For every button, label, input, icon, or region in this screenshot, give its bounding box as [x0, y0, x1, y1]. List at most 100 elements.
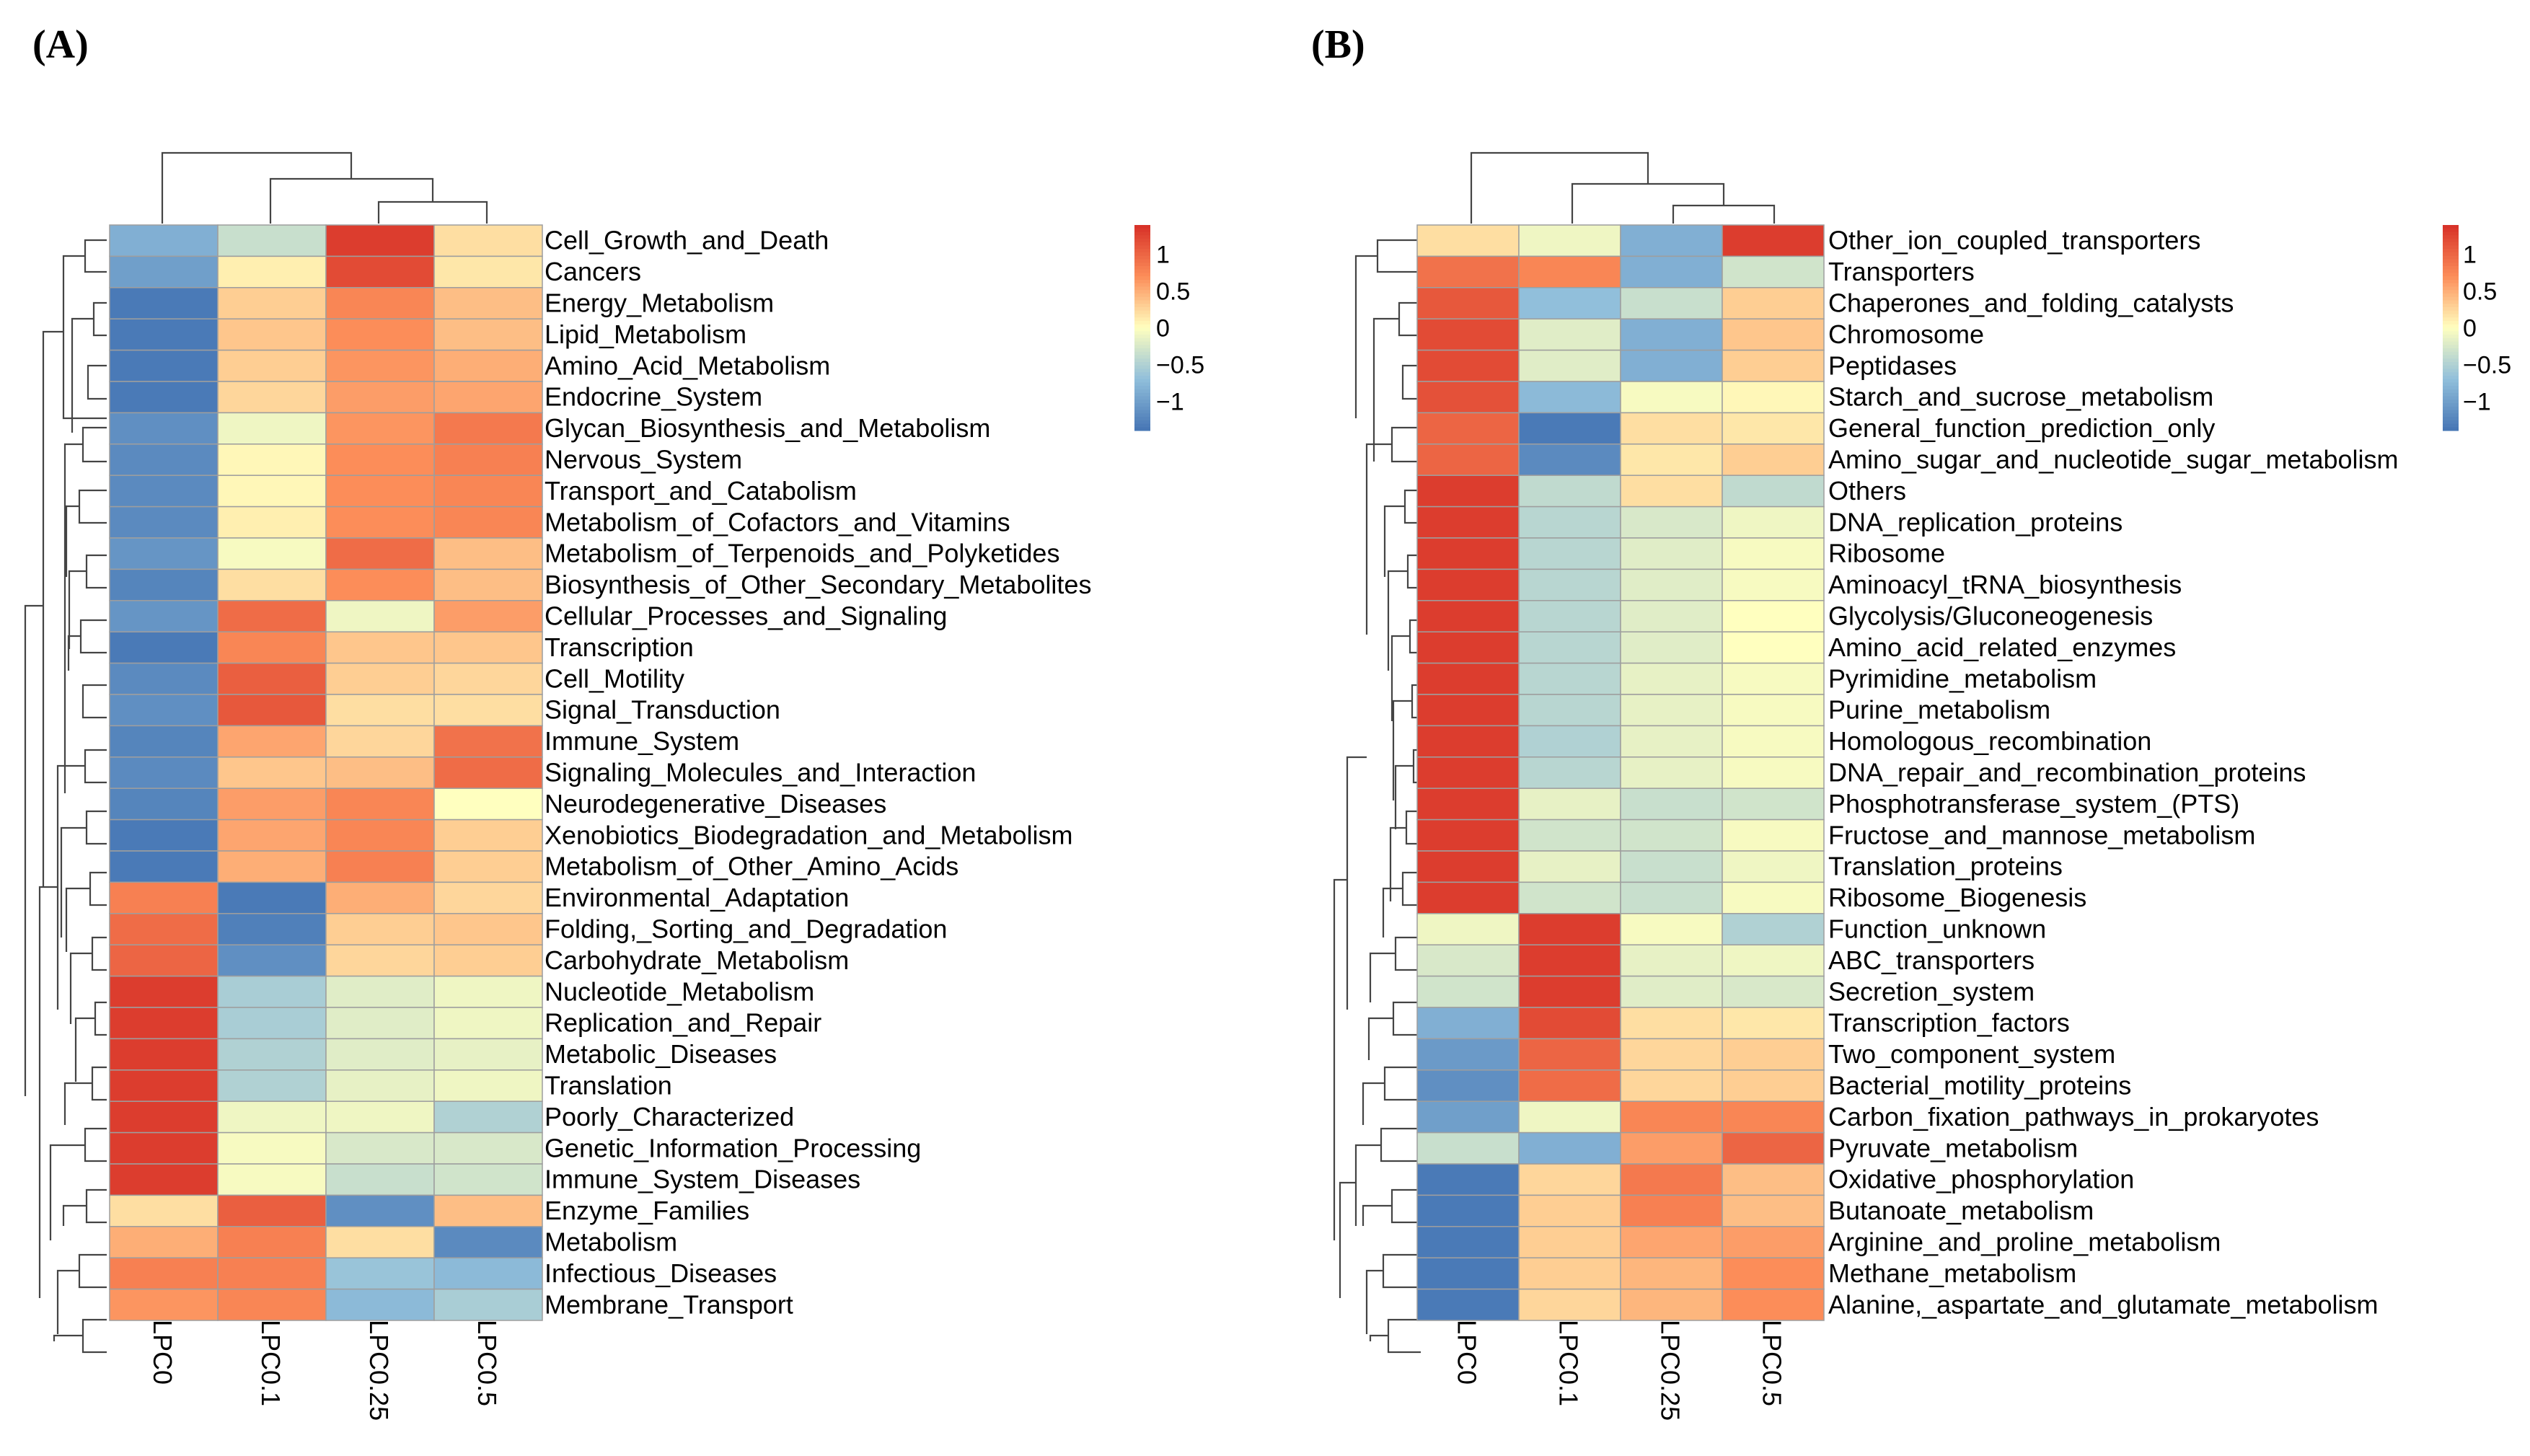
cell-a-metabolic-diseases-lpc0-5 [433, 1038, 543, 1071]
column-label-lpc0-5: LPC0.5 [472, 1320, 502, 1406]
panel-b-row-dendrogram [1333, 239, 1421, 1354]
cell-b-glycolysis-gluconeogenesis-lpc0-5 [1722, 600, 1825, 632]
cell-a-amino-acid-metabolism-lpc0-25 [325, 349, 435, 382]
legend-gradient-step [2443, 255, 2459, 260]
cell-b-other-ion-coupled-transporters-lpc0-25 [1620, 224, 1723, 257]
cell-b-pyruvate-metabolism-lpc0-5 [1722, 1131, 1825, 1165]
cell-a-signaling-molecules-and-interaction-lpc0-1 [217, 756, 327, 789]
row-label-pyrimidine-metabolism: Pyrimidine_metabolism [1828, 663, 2097, 693]
row-label-bacterial-motility-proteins: Bacterial_motility_proteins [1828, 1071, 2131, 1100]
cell-a-carbohydrate-metabolism-lpc0 [109, 944, 219, 977]
cell-b-two-component-system-lpc0 [1416, 1038, 1520, 1071]
legend-gradient-step [1134, 294, 1150, 298]
cell-a-carbohydrate-metabolism-lpc0-1 [217, 944, 327, 977]
cell-a-signal-transduction-lpc0-1 [217, 694, 327, 727]
cell-a-transport-and-catabolism-lpc0-25 [325, 475, 435, 508]
row-label-xenobiotics-biodegradation-and-metabolism: Xenobiotics_Biodegradation_and_Metabolis… [545, 820, 1073, 850]
cell-b-others-lpc0 [1416, 475, 1520, 508]
cell-a-immune-system-diseases-lpc0 [109, 1163, 219, 1196]
cell-b-peptidases-lpc0 [1416, 349, 1520, 382]
cell-a-folding-sorting-and-degradation-lpc0-5 [433, 913, 543, 945]
cell-b-pyrimidine-metabolism-lpc0-1 [1518, 662, 1621, 695]
legend-gradient-step [1134, 382, 1150, 387]
cell-a-metabolic-diseases-lpc0 [109, 1038, 219, 1071]
cell-a-environmental-adaptation-lpc0-5 [433, 881, 543, 914]
cell-b-phosphotransferase-system-pts-lpc0-1 [1518, 787, 1621, 821]
row-label-abc-transporters: ABC_transporters [1828, 945, 2035, 975]
cell-b-transporters-lpc0 [1416, 255, 1520, 288]
cell-a-biosynthesis-of-other-secondary-metabolites-lpc0-25 [325, 568, 435, 601]
cell-b-butanoate-metabolism-lpc0-1 [1518, 1194, 1621, 1227]
legend-gradient-step [2443, 406, 2459, 411]
row-label-aminoacyl-trna-biosynthesis: Aminoacyl_tRNA_biosynthesis [1828, 570, 2182, 599]
row-label-oxidative-phosphorylation: Oxidative_phosphorylation [1828, 1165, 2134, 1194]
row-label-signaling-molecules-and-interaction: Signaling_Molecules_and_Interaction [545, 758, 976, 787]
cell-a-metabolism-of-cofactors-and-vitamins-lpc0 [109, 506, 219, 539]
cell-b-pyrimidine-metabolism-lpc0-5 [1722, 662, 1825, 695]
cell-b-chromosome-lpc0-5 [1722, 318, 1825, 351]
row-label-others: Others [1828, 476, 1906, 506]
row-label-ribosome: Ribosome [1828, 539, 1945, 568]
row-label-phosphotransferase-system-pts: Phosphotransferase_system_(PTS) [1828, 789, 2239, 819]
heatmap-panel-b: (B) Other_ion_coupled_transportersTransp… [1311, 22, 2511, 1421]
cell-b-oxidative-phosphorylation-lpc0 [1416, 1163, 1520, 1196]
cell-b-alanine-aspartate-and-glutamate-metabolism-lpc0-25 [1620, 1288, 1723, 1321]
legend-gradient-step [1134, 307, 1150, 312]
legend-tick-label: 0 [2463, 315, 2477, 343]
legend-gradient-step [1134, 283, 1150, 288]
cell-a-endocrine-system-lpc0 [109, 381, 219, 414]
cell-a-endocrine-system-lpc0-5 [433, 381, 543, 414]
legend-gradient-step [1134, 290, 1150, 294]
row-label-transport-and-catabolism: Transport_and_Catabolism [545, 476, 857, 506]
row-label-immune-system-diseases: Immune_System_Diseases [545, 1165, 860, 1194]
cell-b-oxidative-phosphorylation-lpc0-5 [1722, 1163, 1825, 1196]
cell-a-immune-system-lpc0 [109, 725, 219, 758]
column-label-lpc0: LPC0 [1453, 1320, 1482, 1385]
cell-b-arginine-and-proline-metabolism-lpc0 [1416, 1226, 1520, 1258]
legend-gradient-step [2443, 269, 2459, 274]
row-label-infectious-diseases: Infectious_Diseases [545, 1258, 777, 1288]
row-label-metabolism-of-terpenoids-and-polyketides: Metabolism_of_Terpenoids_and_Polyketides [545, 539, 1059, 568]
cell-a-infectious-diseases-lpc0 [109, 1257, 219, 1290]
cell-a-transcription-lpc0-1 [217, 631, 327, 664]
legend-gradient-step [1134, 225, 1150, 229]
cell-b-abc-transporters-lpc0-25 [1620, 944, 1723, 977]
cell-a-energy-metabolism-lpc0 [109, 287, 219, 319]
legend-gradient-step [2443, 427, 2459, 431]
cell-a-energy-metabolism-lpc0-5 [433, 287, 543, 319]
legend-gradient-step [1134, 365, 1150, 370]
legend-gradient-step [2443, 420, 2459, 425]
cell-a-nervous-system-lpc0-25 [325, 444, 435, 476]
cell-a-replication-and-repair-lpc0-25 [325, 1007, 435, 1040]
cell-a-cell-growth-and-death-lpc0-5 [433, 224, 543, 257]
legend-gradient-step [1134, 337, 1150, 343]
cell-a-metabolism-of-terpenoids-and-polyketides-lpc0 [109, 537, 219, 570]
legend-gradient-step [2443, 351, 2459, 356]
cell-b-arginine-and-proline-metabolism-lpc0-25 [1620, 1226, 1723, 1258]
row-label-ribosome-biogenesis: Ribosome_Biogenesis [1828, 883, 2086, 912]
legend-gradient-step [1134, 369, 1150, 373]
legend-gradient-step [1134, 255, 1150, 260]
legend-gradient-step [2443, 335, 2459, 339]
cell-a-carbohydrate-metabolism-lpc0-25 [325, 944, 435, 977]
cell-b-alanine-aspartate-and-glutamate-metabolism-lpc0-5 [1722, 1288, 1825, 1321]
cell-a-lipid-metabolism-lpc0 [109, 318, 219, 351]
cell-b-carbon-fixation-pathways-in-prokaryotes-lpc0 [1416, 1100, 1520, 1134]
cell-a-biosynthesis-of-other-secondary-metabolites-lpc0-5 [433, 568, 543, 601]
row-label-signal-transduction: Signal_Transduction [545, 695, 780, 725]
heatmap-panel-a: (A) Cell_Growth_and_DeathCancersEnergy_M… [24, 22, 1204, 1421]
cell-a-immune-system-diseases-lpc0-5 [433, 1163, 543, 1196]
cell-b-fructose-and-mannose-metabolism-lpc0-1 [1518, 819, 1621, 852]
cell-b-other-ion-coupled-transporters-lpc0-1 [1518, 224, 1621, 257]
cell-b-homologous-recombination-lpc0-5 [1722, 725, 1825, 758]
cell-b-translation-proteins-lpc0-1 [1518, 850, 1621, 883]
cell-a-xenobiotics-biodegradation-and-metabolism-lpc0 [109, 819, 219, 852]
cell-a-poorly-characterized-lpc0-1 [217, 1100, 327, 1134]
row-label-methane-metabolism: Methane_metabolism [1828, 1258, 2076, 1288]
row-label-replication-and-repair: Replication_and_Repair [545, 1008, 821, 1038]
cell-b-secretion-system-lpc0-25 [1620, 975, 1723, 1008]
legend-gradient-step [2443, 225, 2459, 229]
legend-gradient-step [2443, 324, 2459, 329]
cell-a-signaling-molecules-and-interaction-lpc0-25 [325, 756, 435, 789]
cell-b-transcription-factors-lpc0 [1416, 1007, 1520, 1040]
